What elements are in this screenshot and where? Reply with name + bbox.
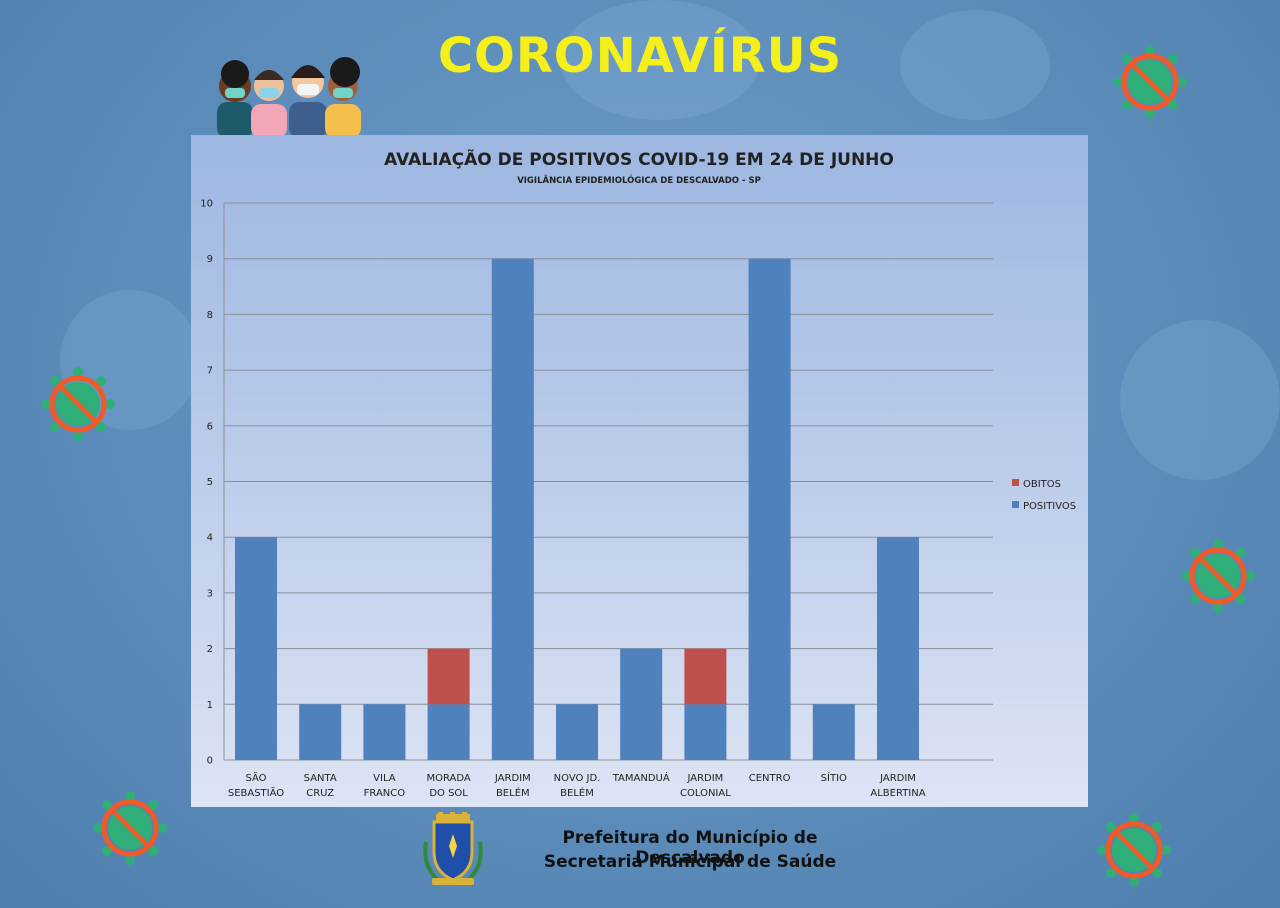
legend-swatch [1012, 479, 1019, 486]
y-tick-label: 9 [207, 254, 213, 265]
legend-swatch [1012, 501, 1019, 508]
x-category-label: CENTRO [749, 773, 791, 784]
virus-icon [41, 367, 115, 441]
background-blob [900, 10, 1050, 120]
chart-subtitle: VIGILÂNCIA EPIDEMIOLÓGICA DE DESCALVADO … [517, 174, 761, 186]
bar-positivos [556, 704, 598, 760]
virus-icon [1097, 813, 1171, 887]
y-tick-label: 8 [207, 310, 213, 321]
background-blob [560, 0, 760, 120]
virus-icon [1113, 45, 1187, 119]
background-blob [1120, 320, 1280, 480]
x-category-label: MORADA [426, 773, 470, 784]
y-tick-label: 3 [207, 588, 213, 599]
virus-icon [93, 791, 167, 865]
y-tick-label: 7 [207, 366, 213, 377]
bar-positivos [299, 704, 342, 760]
bar-positivos [491, 258, 534, 760]
x-category-label: SÍTIO [821, 771, 847, 784]
y-tick-label: 4 [207, 533, 213, 544]
bar-chart: AVALIAÇÃO DE POSITIVOS COVID-19 EM 24 DE… [200, 147, 1076, 799]
bar-positivos [877, 537, 919, 760]
y-tick-label: 0 [207, 756, 213, 767]
x-category-label: CRUZ [306, 788, 334, 799]
bar-obitos [427, 648, 470, 705]
coat-of-arms-logo [423, 812, 483, 885]
bar-positivos [235, 537, 277, 760]
x-category-label: JARDIM [494, 773, 531, 784]
y-tick-label: 5 [207, 477, 213, 488]
person-icon [217, 60, 253, 138]
bar-positivos [620, 648, 663, 760]
x-category-label: FRANCO [364, 788, 406, 799]
x-category-label: JARDIM [686, 773, 723, 784]
x-category-label: NOVO JD. [554, 773, 601, 784]
masked-people-illustration [217, 57, 361, 138]
x-category-label: ALBERTINA [870, 788, 925, 799]
person-icon [325, 57, 361, 138]
footer-prefeitura: Prefeitura do Município de Descalvado [562, 828, 818, 868]
x-category-label: SÃO [245, 771, 266, 784]
bar-positivos [748, 258, 791, 760]
bar-positivos [363, 704, 406, 760]
bar-positivos [427, 704, 470, 760]
x-category-label: VILA [373, 773, 396, 784]
chart-panel: AVALIAÇÃO DE POSITIVOS COVID-19 EM 24 DE… [191, 135, 1088, 807]
legend-label: POSITIVOS [1023, 501, 1076, 512]
bar-obitos [684, 648, 727, 705]
x-category-label: TAMANDUÁ [612, 771, 670, 784]
person-icon [289, 65, 327, 138]
bar-positivos [684, 704, 727, 760]
virus-icon [1181, 539, 1255, 613]
x-category-label: SANTA [304, 773, 337, 784]
x-category-label: COLONIAL [680, 788, 731, 799]
y-tick-label: 6 [207, 421, 213, 432]
y-tick-label: 1 [207, 700, 213, 711]
y-tick-label: 10 [200, 199, 213, 210]
chart-title: AVALIAÇÃO DE POSITIVOS COVID-19 EM 24 DE… [384, 147, 894, 170]
person-icon [251, 70, 287, 138]
x-category-label: BELÉM [560, 786, 594, 799]
x-category-label: SEBASTIÃO [228, 786, 284, 799]
x-category-label: BELÉM [496, 786, 530, 799]
x-category-label: DO SOL [429, 788, 468, 799]
headline: CORONAVÍRUS [437, 28, 843, 84]
legend-label: OBITOS [1023, 479, 1061, 490]
footer-secretaria: Secretaria Municipal de Saúde [543, 852, 837, 872]
y-tick-label: 2 [207, 644, 213, 655]
x-category-label: JARDIM [879, 773, 916, 784]
bar-positivos [812, 704, 855, 760]
